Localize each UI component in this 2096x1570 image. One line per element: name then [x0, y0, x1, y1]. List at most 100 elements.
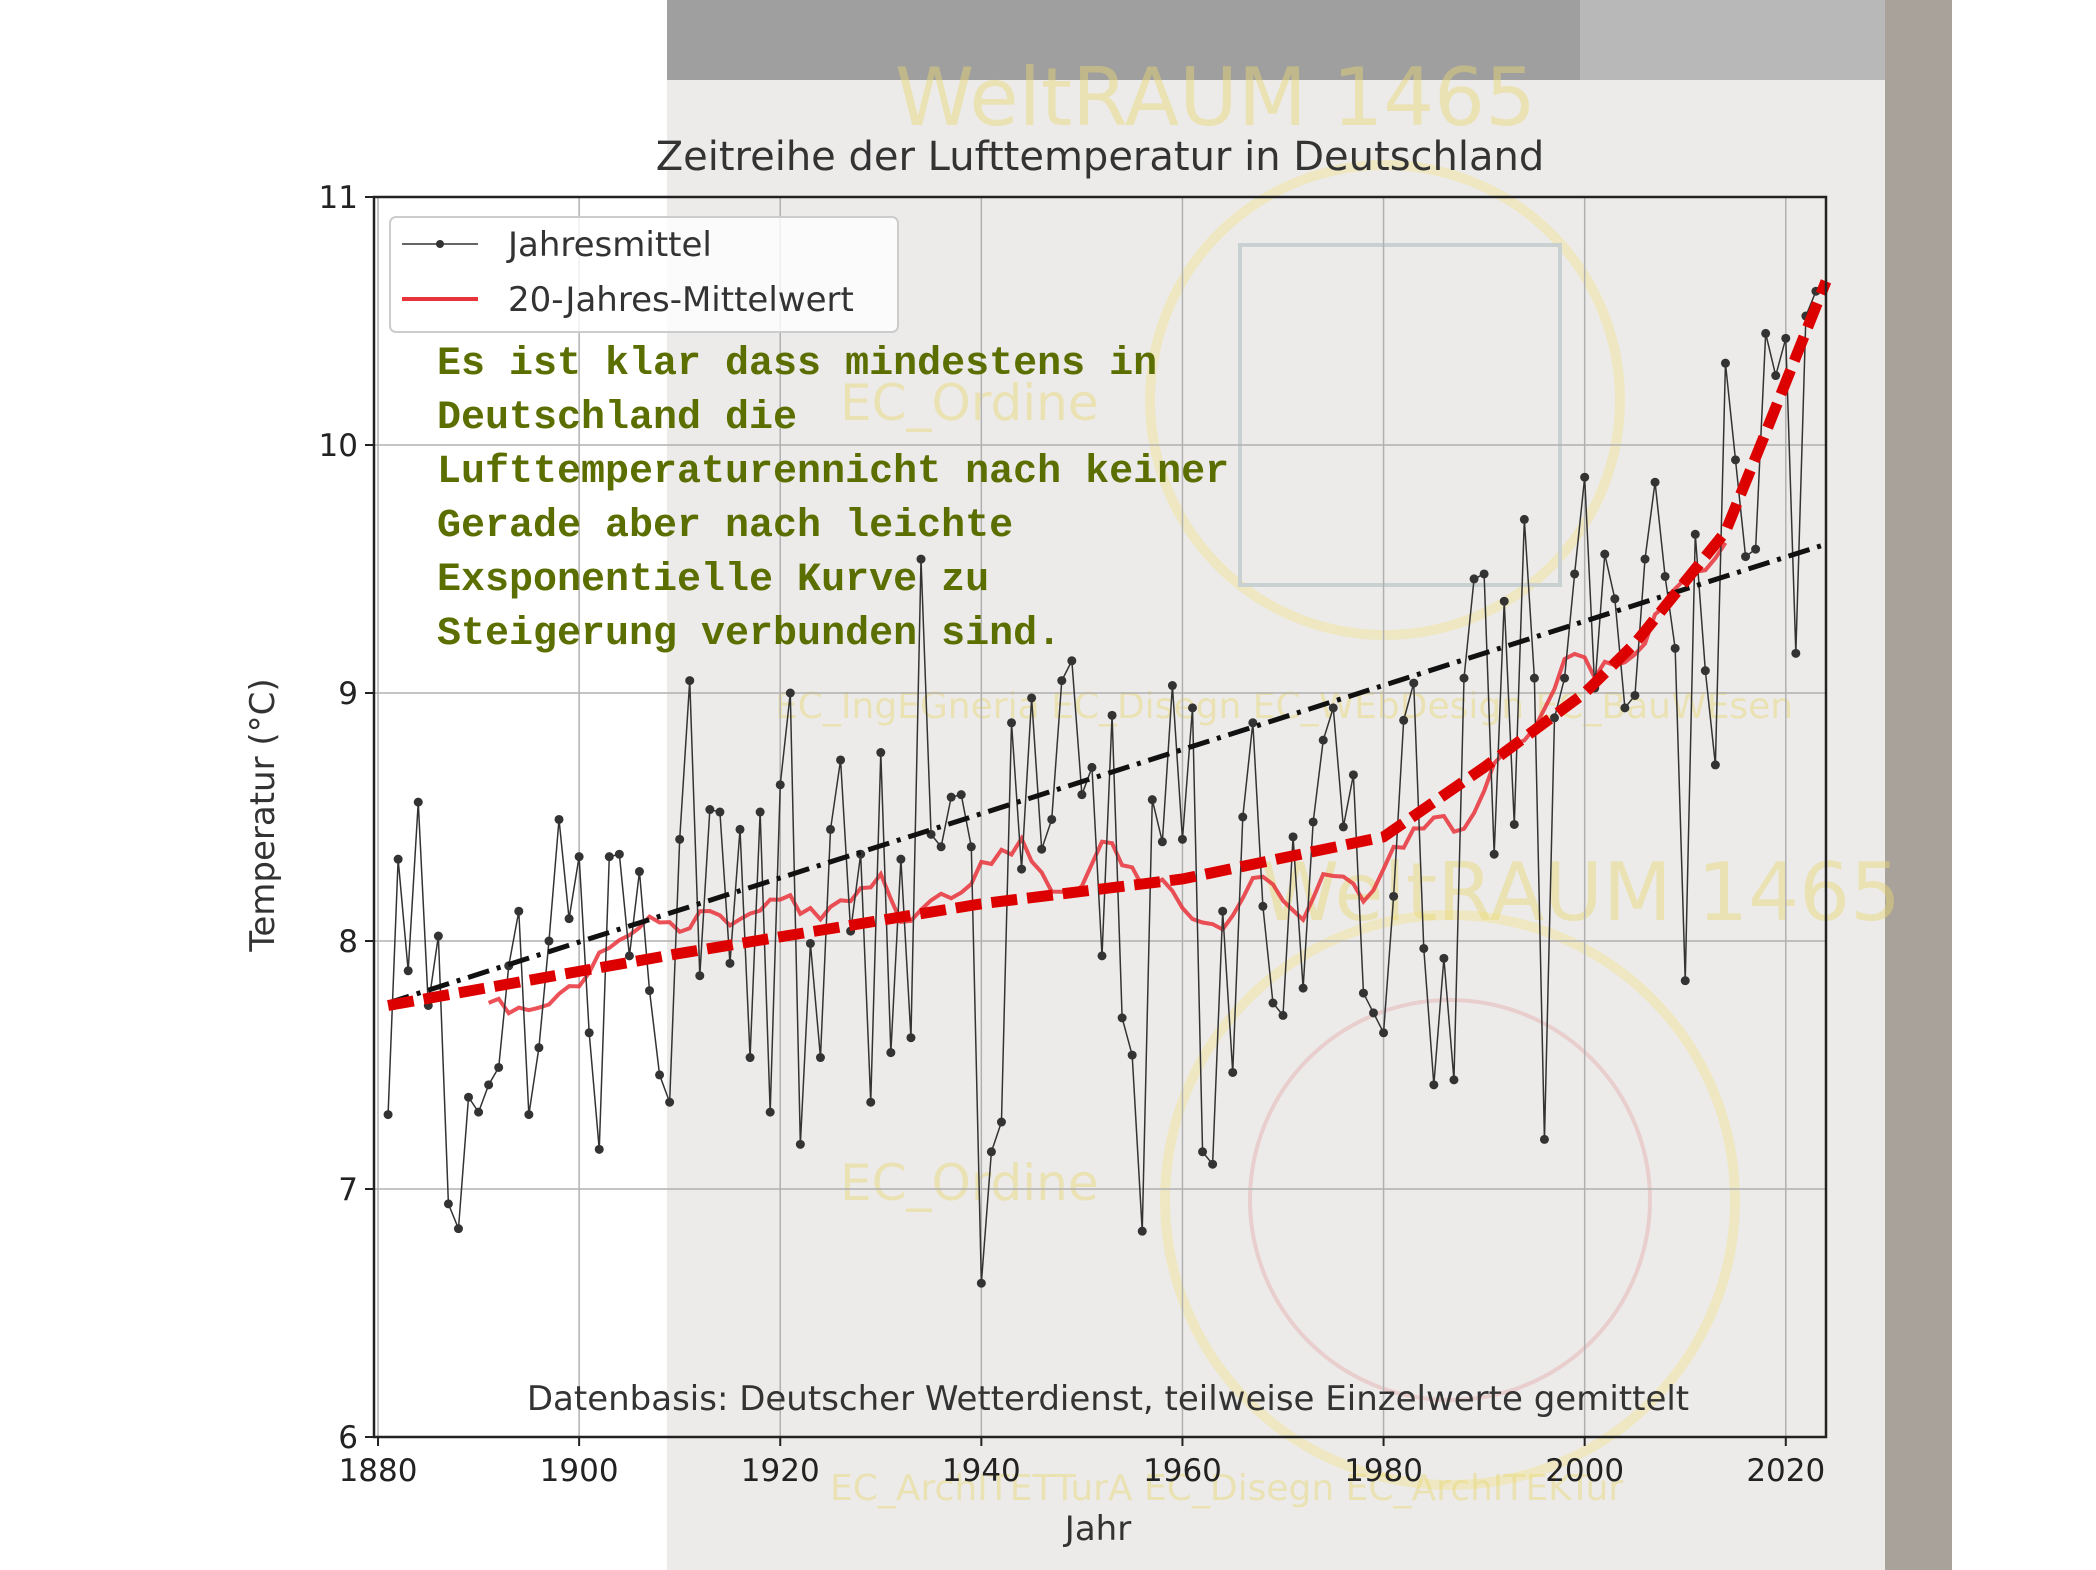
legend-label-20-jahres-mittelwert: 20-Jahres-Mittelwert	[508, 280, 854, 320]
data-point-jahresmittel	[1529, 673, 1539, 683]
data-point-jahresmittel	[1550, 713, 1560, 723]
y-tick-label: 9	[338, 676, 358, 712]
data-point-jahresmittel	[1751, 544, 1761, 554]
data-point-jahresmittel	[1248, 718, 1258, 728]
data-point-jahresmittel	[1057, 676, 1067, 686]
data-point-jahresmittel	[1198, 1147, 1208, 1157]
stamp-ring-top	[1145, 160, 1625, 640]
data-point-jahresmittel	[534, 1043, 544, 1053]
x-tick-label: 1900	[540, 1453, 619, 1489]
data-point-jahresmittel	[725, 958, 735, 968]
data-point-jahresmittel	[1017, 864, 1027, 874]
data-source-footnote: Datenbasis: Deutscher Wetterdienst, teil…	[527, 1379, 1689, 1419]
x-tick-label: 1960	[1143, 1453, 1222, 1489]
data-point-jahresmittel	[1328, 703, 1338, 713]
data-point-jahresmittel	[775, 780, 785, 790]
data-point-jahresmittel	[494, 1062, 504, 1072]
data-point-jahresmittel	[1610, 594, 1620, 604]
legend-marker-jahresmittel	[436, 240, 444, 248]
data-point-jahresmittel	[544, 936, 554, 946]
data-point-jahresmittel	[1560, 673, 1570, 683]
x-tick-label: 1880	[339, 1453, 418, 1489]
watermark-text: WeltRAUM 1465	[1260, 846, 1901, 939]
data-point-jahresmittel	[745, 1053, 755, 1063]
data-point-jahresmittel	[1439, 953, 1449, 963]
stamp-ring-bottom	[1160, 910, 1740, 1490]
data-point-jahresmittel	[1067, 656, 1077, 666]
annotation-line: Gerade aber nach leichte	[437, 504, 1013, 549]
background-photo-top	[1580, 0, 1885, 80]
data-point-jahresmittel	[916, 554, 926, 564]
y-tick-label: 6	[338, 1420, 358, 1456]
data-point-jahresmittel	[1238, 812, 1248, 822]
data-point-jahresmittel	[564, 914, 574, 924]
data-point-jahresmittel	[413, 797, 423, 807]
data-point-jahresmittel	[946, 792, 956, 802]
data-point-jahresmittel	[524, 1110, 534, 1120]
data-point-jahresmittel	[614, 849, 624, 859]
x-tick-label: 1940	[942, 1453, 1021, 1489]
data-point-jahresmittel	[1620, 703, 1630, 713]
stamp-watermarks	[1145, 160, 1740, 1490]
data-point-jahresmittel	[443, 1199, 453, 1209]
data-point-jahresmittel	[1580, 472, 1590, 482]
data-point-jahresmittel	[1630, 690, 1640, 700]
data-point-jahresmittel	[1137, 1226, 1147, 1236]
data-point-jahresmittel	[1489, 849, 1499, 859]
axes-frame	[372, 195, 1828, 1439]
data-point-jahresmittel	[1741, 552, 1751, 562]
data-point-jahresmittel	[866, 1097, 876, 1107]
y-tick-label: 11	[319, 180, 358, 216]
x-axis-label: Jahr	[1063, 1509, 1131, 1549]
data-point-jahresmittel	[584, 1028, 594, 1038]
data-point-jahresmittel	[805, 938, 815, 948]
legend-label-jahresmittel: Jahresmittel	[506, 225, 712, 265]
data-point-jahresmittel	[705, 805, 715, 815]
y-tick-label: 10	[319, 428, 358, 464]
data-point-jahresmittel	[795, 1139, 805, 1149]
data-point-jahresmittel	[574, 852, 584, 862]
y-tick-label: 8	[338, 924, 358, 960]
data-point-jahresmittel	[514, 906, 524, 916]
data-point-jahresmittel	[1077, 790, 1087, 800]
data-point-jahresmittel	[1469, 574, 1479, 584]
data-point-jahresmittel	[1037, 844, 1047, 854]
watermark-text: EC_ArchITETTurA EC_Disegn EC_ArchITEKTur	[830, 1468, 1623, 1509]
data-point-jahresmittel	[1107, 710, 1117, 720]
data-point-jahresmittel	[1539, 1134, 1549, 1144]
data-point-jahresmittel	[433, 931, 443, 941]
data-point-jahresmittel	[976, 1278, 986, 1288]
x-tick-label: 1980	[1344, 1453, 1423, 1489]
data-point-jahresmittel	[1258, 901, 1268, 911]
data-point-jahresmittel	[886, 1048, 896, 1058]
data-point-jahresmittel	[1308, 817, 1318, 827]
data-point-jahresmittel	[383, 1110, 393, 1120]
data-point-jahresmittel	[1117, 1013, 1127, 1023]
data-point-jahresmittel	[986, 1147, 996, 1157]
data-point-jahresmittel	[1761, 328, 1771, 338]
trend-line-exponential-trend	[387, 279, 1832, 1011]
background-photo-edge	[1885, 0, 1952, 1570]
data-point-jahresmittel	[1791, 648, 1801, 658]
data-point-jahresmittel	[1047, 814, 1057, 824]
data-point-jahresmittel	[876, 748, 886, 758]
data-point-jahresmittel	[785, 688, 795, 698]
data-point-jahresmittel	[1027, 693, 1037, 703]
data-point-jahresmittel	[1177, 834, 1187, 844]
watermark-text: WeltRAUM 1465	[895, 51, 1536, 144]
data-point-jahresmittel	[403, 966, 413, 976]
data-point-jahresmittel	[474, 1107, 484, 1117]
data-point-jahresmittel	[1288, 832, 1298, 842]
data-point-jahresmittel	[1409, 678, 1419, 688]
data-point-jahresmittel	[1459, 673, 1469, 683]
data-point-jahresmittel	[484, 1080, 494, 1090]
data-point-jahresmittel	[906, 1033, 916, 1043]
data-point-jahresmittel	[1318, 735, 1328, 745]
data-point-jahresmittel	[1479, 569, 1489, 579]
data-point-jahresmittel	[1389, 891, 1399, 901]
data-point-jahresmittel	[1690, 529, 1700, 539]
annotation-text: Es ist klar dass mindestens in Deutschlan…	[437, 342, 1229, 657]
data-point-jahresmittel	[393, 854, 403, 864]
